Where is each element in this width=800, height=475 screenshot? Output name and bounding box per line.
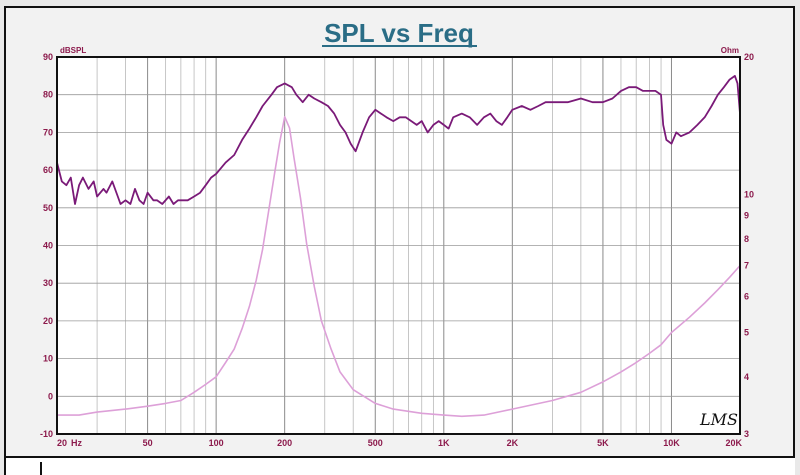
right-tick-label: 8 bbox=[744, 234, 749, 244]
left-axis: -10 0 10 20 30 40 50 60 70 80 90 bbox=[40, 52, 53, 439]
left-tick-label: 30 bbox=[43, 278, 53, 288]
left-tick-label: 90 bbox=[43, 52, 53, 62]
x-tick-label: 500 bbox=[368, 438, 383, 448]
x-tick-label: 1K bbox=[438, 438, 450, 448]
lms-watermark: LMS bbox=[699, 410, 738, 429]
x-axis-unit: Hz bbox=[71, 438, 82, 448]
x-tick-label: 20K bbox=[725, 438, 742, 448]
left-tick-label: 60 bbox=[43, 165, 53, 175]
x-tick-label: 100 bbox=[209, 438, 224, 448]
right-tick-label: 3 bbox=[744, 429, 749, 439]
right-tick-label: 5 bbox=[744, 327, 749, 337]
x-tick-label: 5K bbox=[597, 438, 609, 448]
right-tick-label: 7 bbox=[744, 261, 749, 271]
spl-series-line bbox=[56, 75, 741, 205]
right-tick-label: 10 bbox=[744, 190, 754, 200]
x-tick-label: 2K bbox=[507, 438, 519, 448]
right-tick-label: 4 bbox=[744, 372, 749, 382]
bottom-strip-divider bbox=[40, 462, 42, 475]
x-tick-label: 20 bbox=[57, 438, 67, 448]
right-axis: 3 4 5 6 7 8 9 10 20 bbox=[744, 52, 754, 439]
x-axis: 20 50 100 200 500 1K 2K 5K 10K 20K bbox=[57, 438, 742, 448]
left-tick-label: 50 bbox=[43, 203, 53, 213]
x-tick-label: 50 bbox=[143, 438, 153, 448]
right-tick-label: 6 bbox=[744, 291, 749, 301]
chart-title: SPL vs Freq bbox=[324, 18, 474, 48]
right-axis-unit: Ohm bbox=[721, 46, 739, 55]
left-tick-label: 40 bbox=[43, 241, 53, 251]
left-axis-unit: dBSPL bbox=[60, 46, 86, 55]
series-group bbox=[56, 75, 741, 418]
plot-border bbox=[56, 56, 741, 435]
left-tick-label: -10 bbox=[40, 429, 53, 439]
x-tick-label: 200 bbox=[277, 438, 292, 448]
left-tick-label: 10 bbox=[43, 354, 53, 364]
x-tick-label: 10K bbox=[663, 438, 680, 448]
left-tick-label: 0 bbox=[48, 391, 53, 401]
right-tick-label: 20 bbox=[744, 52, 754, 62]
right-tick-label: 9 bbox=[744, 211, 749, 221]
impedance-series-line bbox=[57, 116, 741, 418]
bottom-strip bbox=[4, 458, 795, 475]
left-tick-label: 80 bbox=[43, 90, 53, 100]
left-tick-label: 20 bbox=[43, 316, 53, 326]
left-tick-label: 70 bbox=[43, 127, 53, 137]
